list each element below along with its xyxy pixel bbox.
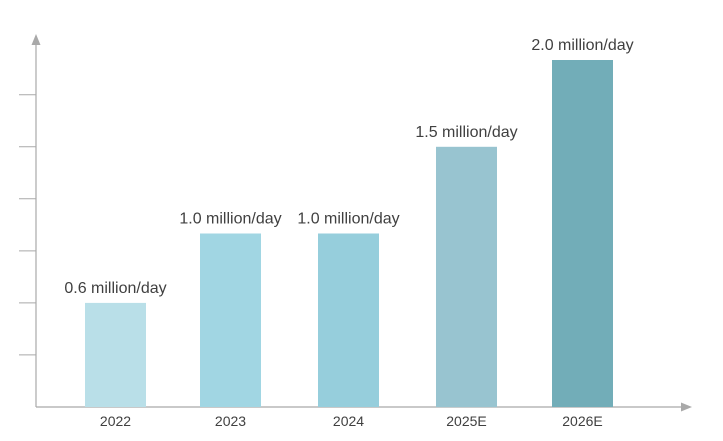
data-label: 1.5 million/day [415,124,517,141]
x-tick-label: 2025E [446,413,486,429]
bars-group [85,60,613,408]
x-tick-label: 2022 [100,413,131,429]
x-tick-labels-group: 2022 2023 2024 2025E 2026E [100,413,603,429]
x-axis-arrow-icon [681,402,692,412]
y-axis [19,34,41,407]
data-label: 0.6 million/day [64,280,166,297]
bar-2023 [200,233,261,407]
data-label: 1.0 million/day [297,211,399,228]
x-tick-label: 2026E [562,413,602,429]
data-label: 1.0 million/day [179,211,281,228]
y-axis-ticks [19,94,36,356]
bar-2024 [318,233,379,407]
bar-2026e [552,60,613,407]
data-labels-group: 0.6 million/day 1.0 million/day 1.0 millio… [64,37,633,297]
y-axis-arrow-icon [31,34,41,45]
x-tick-label: 2024 [333,413,364,429]
data-label: 2.0 million/day [531,37,633,54]
bar-2025e [436,146,497,408]
bar-2022 [85,302,146,407]
x-tick-label: 2023 [215,413,246,429]
